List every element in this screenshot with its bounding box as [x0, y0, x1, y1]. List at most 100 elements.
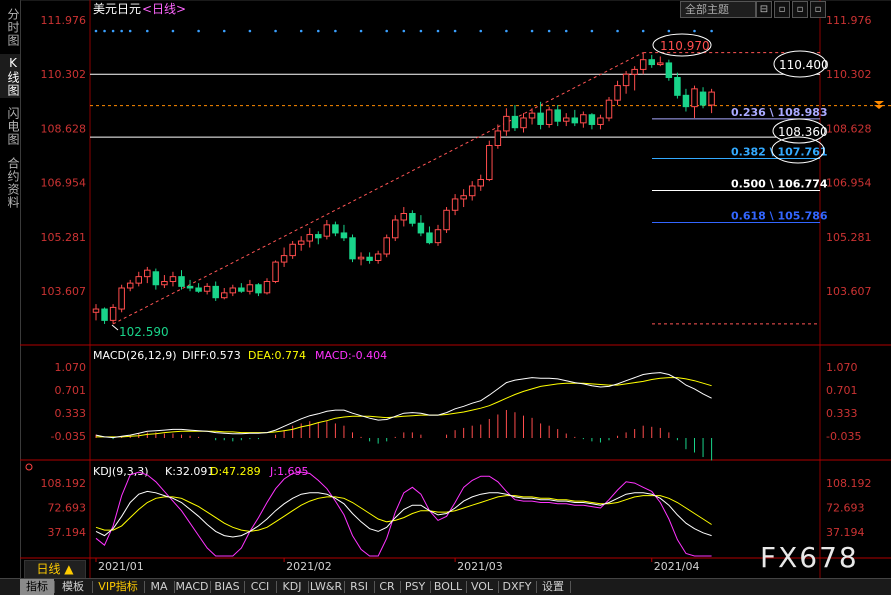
kdj-d-line — [95, 495, 712, 532]
indicator-tab[interactable]: MA — [150, 580, 168, 593]
candle-body-down — [255, 284, 262, 294]
candle-body-up — [374, 253, 382, 261]
kdj-d-label: D:47.289 — [210, 465, 261, 478]
candle-body-down — [554, 109, 561, 122]
candle-body-down — [366, 256, 373, 261]
candle-body-up — [434, 229, 442, 244]
candle-body-down — [588, 114, 596, 125]
signal-dot — [402, 29, 406, 33]
candle-body-up — [383, 237, 390, 255]
sidebar-item-timeshare[interactable]: 分时图 — [6, 7, 20, 47]
signal-dot — [359, 29, 363, 33]
trend-lines — [112, 52, 820, 325]
signal-dot — [616, 29, 619, 33]
macd-tick-right-label: -0.035 — [826, 430, 861, 443]
period-select-button[interactable]: 日线 ▲ — [24, 560, 86, 579]
candle-body-up — [631, 68, 638, 75]
candle-body-up — [246, 284, 254, 292]
candle-body-down — [417, 222, 425, 234]
signal-dot — [128, 29, 132, 33]
indicator-tab[interactable]: 模板 — [62, 580, 84, 593]
sidebar-item-flash[interactable]: 闪电图 — [6, 106, 20, 146]
price-tick-right-label: 110.302 — [826, 68, 872, 81]
kdj-tick-right-label: 37.194 — [826, 526, 865, 539]
indicator-toolbar: 指标 模板 VIP指标 MA MACD BIAS CCI KDJ LW&R RSI CR PSY BOL… — [0, 578, 891, 595]
indicator-tab[interactable]: PSY — [404, 580, 426, 593]
candlestick-series — [92, 52, 715, 324]
candle-body-up — [528, 112, 536, 119]
indicator-tab[interactable]: LW&R — [309, 580, 343, 593]
candle-body-up — [203, 285, 211, 292]
candle-body-up — [109, 306, 117, 321]
indicator-tab[interactable]: RSI — [350, 580, 368, 593]
level-callout-ellipse — [772, 118, 826, 144]
candle-body-up — [639, 59, 647, 70]
signal-dot — [530, 29, 534, 33]
signal-dot — [197, 29, 200, 33]
time-label: 2021/02 — [286, 560, 332, 573]
indicator-tab[interactable]: VIP指标 — [98, 580, 138, 593]
candle-body-down — [178, 276, 185, 287]
signal-dot — [590, 29, 594, 33]
level-callout-label: 108.360 — [778, 125, 828, 139]
candle-body-down — [537, 112, 544, 125]
indicator-tab[interactable]: CR — [379, 580, 395, 593]
macd-header: MACD(26,12,9) — [93, 349, 177, 362]
macd-diff-label: DIFF:0.573 — [182, 349, 241, 362]
candle-body-up — [451, 198, 459, 211]
candle-body-down — [571, 117, 579, 124]
candle-body-down — [212, 285, 219, 299]
tab-separator — [276, 581, 277, 593]
candle-body-up — [708, 91, 715, 106]
kdj-j-line — [95, 471, 712, 557]
candle-body-up — [614, 85, 621, 101]
indicator-tab[interactable]: BIAS — [214, 580, 240, 593]
price-tick-left-label: 105.281 — [41, 231, 87, 244]
fib-callout-ellipse — [771, 136, 825, 164]
sidebar-item-kline[interactable]: K线图 — [0, 54, 20, 98]
candle-body-up — [357, 256, 365, 260]
signal-dot — [171, 29, 175, 33]
window-button-3[interactable]: ▫ — [792, 1, 808, 18]
support-resistance-lines — [90, 73, 891, 138]
indicator-tab[interactable]: 设置 — [542, 580, 564, 593]
kdj-k-label: K:32.091 — [165, 465, 214, 478]
candle-body-up — [169, 276, 177, 283]
candle-body-down — [340, 232, 348, 239]
fib-level-label: 0.618 \ 105.786 — [731, 209, 828, 222]
price-tick-right-label: 105.281 — [826, 231, 872, 244]
low-price-label: 102.590 — [119, 325, 169, 339]
tab-separator — [430, 581, 431, 593]
indicator-tab[interactable]: CCI — [250, 580, 270, 593]
macd-value-label: MACD:-0.404 — [315, 349, 387, 362]
candle-body-up — [392, 219, 399, 239]
candle-body-down — [238, 287, 245, 292]
signal-dot — [667, 29, 671, 33]
indicator-tab[interactable]: VOL — [470, 580, 494, 593]
candle-body-up — [622, 73, 630, 87]
window-button-1[interactable]: ⊟ — [756, 1, 772, 18]
macd-dea-line — [96, 377, 712, 438]
candle-body-down — [511, 115, 519, 129]
indicator-tab[interactable]: DXFY — [502, 580, 532, 593]
sidebar-item-contract-info[interactable]: 合约资料 — [6, 157, 20, 209]
indicator-tab[interactable]: KDJ — [282, 580, 302, 593]
window-button-4[interactable]: ▫ — [810, 1, 826, 18]
high-price-label: 110.970 — [660, 39, 710, 53]
macd-lines — [95, 372, 712, 439]
indicator-tab[interactable]: BOLL — [433, 580, 463, 593]
candle-body-up — [221, 292, 228, 299]
tab-separator — [466, 581, 467, 593]
indicator-tab[interactable]: MACD — [175, 580, 209, 593]
theme-select[interactable]: 全部主题 — [680, 1, 756, 18]
low-pointer-line — [111, 324, 119, 331]
candle-body-up — [126, 282, 134, 289]
candle-body-up — [144, 269, 151, 278]
tab-separator — [400, 581, 401, 593]
signal-dot — [419, 29, 423, 33]
candle-body-up — [272, 261, 279, 283]
price-tick-left-label: 111.976 — [41, 14, 87, 27]
indicator-tab[interactable]: 指标 — [20, 579, 54, 595]
window-button-2[interactable]: ▫ — [774, 1, 790, 18]
candle-body-up — [280, 255, 288, 263]
